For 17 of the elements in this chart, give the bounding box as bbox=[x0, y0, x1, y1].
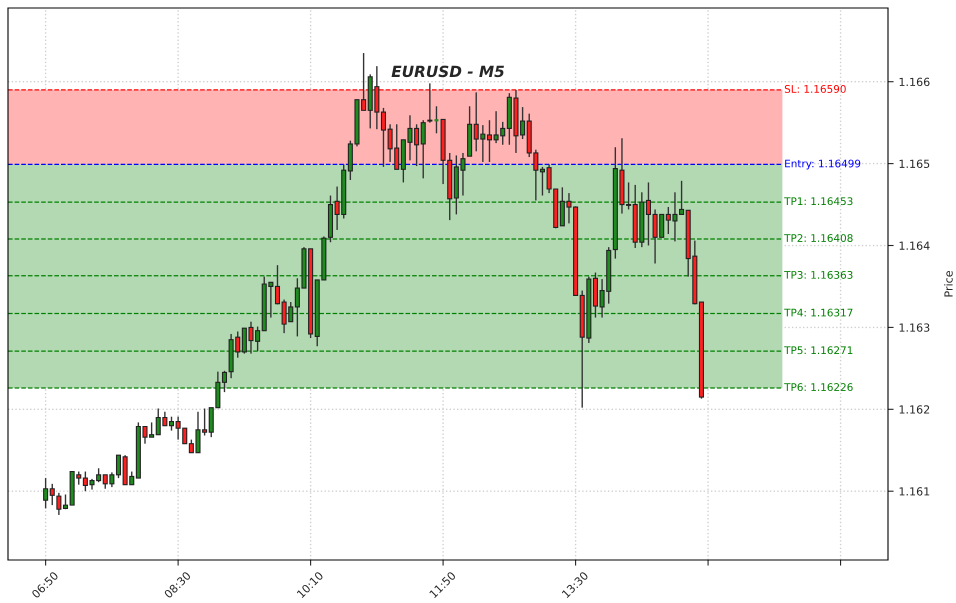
ref-line-label: SL: 1.16590 bbox=[784, 85, 846, 93]
text: EURUSD - M5 bbox=[392, 66, 504, 78]
ref-line-label: TP6: 1.16226 bbox=[784, 383, 853, 392]
ref-line-label: TP3: 1.16363 bbox=[784, 270, 852, 279]
y-axis-title: Price bbox=[944, 271, 953, 296]
y-tick-label: 1.161 bbox=[900, 487, 930, 496]
ref-line-label: TP1: 1.16453 bbox=[784, 197, 852, 206]
candlestick bbox=[427, 82, 432, 124]
ref-line-label: TP5: 1.16271 bbox=[784, 346, 852, 354]
y-tick-label: 1.165 bbox=[900, 160, 930, 168]
y-tick-label: 1.164 bbox=[900, 241, 930, 250]
ref-line-label: TP4: 1.16317 bbox=[784, 308, 852, 317]
y-tick-label: 1.163 bbox=[900, 323, 930, 332]
y-tick-label: 1.166 bbox=[900, 78, 930, 86]
ref-line-label: TP2: 1.16408 bbox=[784, 234, 853, 242]
ref-line-label: Entry: 1.16499 bbox=[785, 160, 860, 170]
y-tick-label: 1.162 bbox=[900, 405, 930, 414]
